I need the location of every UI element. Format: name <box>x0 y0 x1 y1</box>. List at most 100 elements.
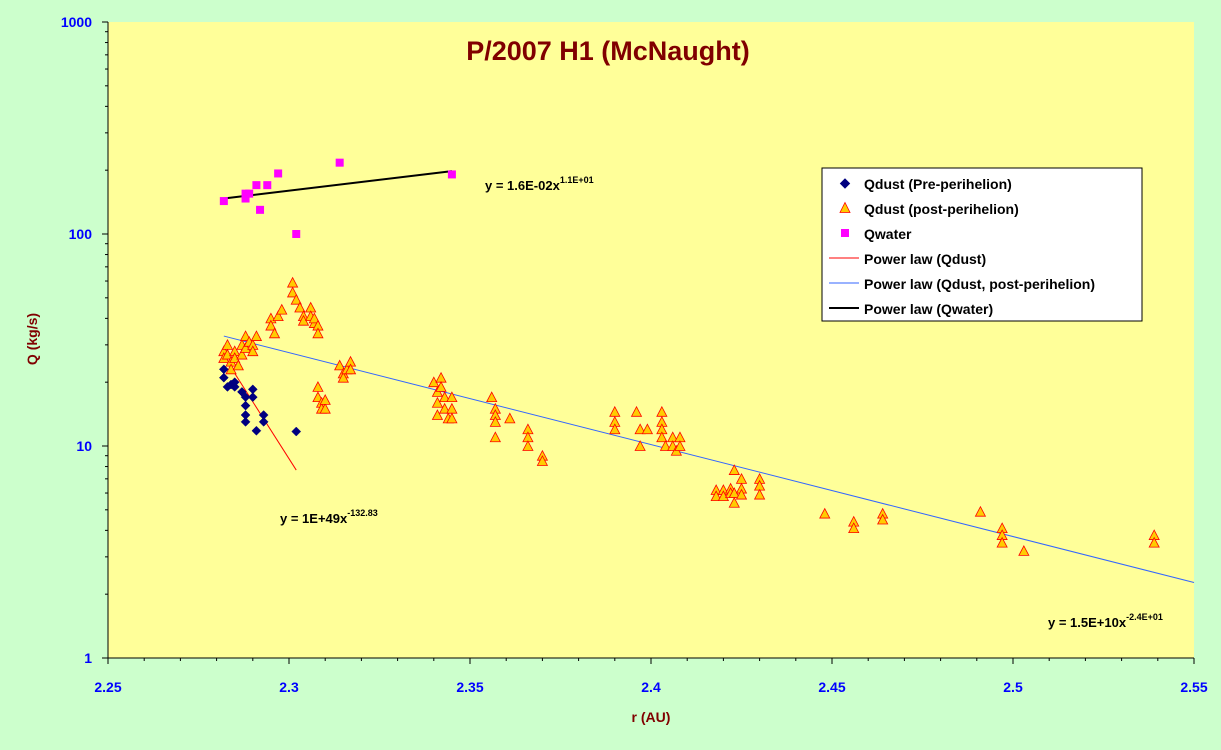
point-water <box>241 194 250 203</box>
y-tick-label: 10 <box>76 438 92 454</box>
legend-marker-post <box>839 201 851 213</box>
x-tick-label: 2.4 <box>641 679 661 695</box>
y-tick-label: 1 <box>84 650 92 666</box>
point-pre-perihelion <box>240 416 251 427</box>
point-water <box>292 230 301 238</box>
point-post-perihelion <box>634 423 646 435</box>
point-post-perihelion <box>735 488 748 500</box>
x-axis-label: r (AU) <box>632 709 671 725</box>
equation-dust-base: y = 1E+49x <box>280 511 348 526</box>
point-post-perihelion <box>659 440 672 451</box>
equation-water-base: y = 1.6E-02x <box>485 178 561 193</box>
point-water <box>274 169 283 178</box>
legend-label-fit-post: Power law (Qdust, post-perihelion) <box>864 276 1095 292</box>
point-post-perihelion <box>265 319 277 331</box>
x-tick-label: 2.25 <box>94 679 121 695</box>
point-post-perihelion <box>674 440 686 451</box>
fit-line-post-perihelion <box>223 335 1195 584</box>
point-water <box>447 170 456 179</box>
point-post-perihelion <box>877 513 889 525</box>
point-post-perihelion <box>536 455 549 466</box>
legend-box <box>821 167 1143 322</box>
point-pre-perihelion <box>258 416 269 427</box>
legend-label-fit-water: Power law (Qwater) <box>864 301 993 317</box>
equation-dust-exp: -132.83 <box>347 508 378 518</box>
x-tick-label: 2.5 <box>1003 679 1023 695</box>
fit-line-water <box>223 170 453 200</box>
point-pre-perihelion <box>251 425 262 436</box>
x-tick-label: 2.3 <box>279 679 299 695</box>
point-post-perihelion <box>250 330 263 341</box>
equation-post-exp: -2.4E+01 <box>1126 612 1163 622</box>
point-water <box>335 158 344 167</box>
point-post-perihelion <box>1148 536 1160 548</box>
point-post-perihelion <box>319 394 331 405</box>
point-pre-perihelion <box>218 372 229 383</box>
equation-water: y = 1.6E-02x1.1E+01 <box>485 175 594 193</box>
point-post-perihelion <box>522 440 534 451</box>
point-post-perihelion <box>710 490 722 502</box>
point-post-perihelion <box>239 342 252 353</box>
point-post-perihelion <box>819 507 831 519</box>
point-post-perihelion <box>753 488 766 500</box>
point-post-perihelion <box>489 415 502 427</box>
point-post-perihelion <box>268 327 281 339</box>
point-post-perihelion <box>236 348 248 360</box>
legend-label-water: Qwater <box>864 226 912 242</box>
point-post-perihelion <box>344 363 357 375</box>
legend-label-fit-dust: Power law (Qdust) <box>864 251 986 267</box>
point-water <box>245 189 254 198</box>
point-post-perihelion <box>996 536 1008 548</box>
point-post-perihelion <box>435 381 447 392</box>
point-water <box>263 181 272 190</box>
chart-title: P/2007 H1 (McNaught) <box>466 36 750 66</box>
point-post-perihelion <box>221 348 234 360</box>
point-post-perihelion <box>294 301 306 313</box>
x-tick-label: 2.45 <box>818 679 845 695</box>
point-post-perihelion <box>272 310 284 321</box>
fit-line-dust <box>223 356 297 471</box>
point-post-perihelion <box>308 312 321 324</box>
point-post-perihelion <box>717 490 730 502</box>
point-post-perihelion <box>276 303 288 315</box>
point-post-perihelion <box>438 391 451 403</box>
point-post-perihelion <box>504 412 516 424</box>
point-pre-perihelion <box>291 426 302 437</box>
point-post-perihelion <box>656 431 668 443</box>
point-post-perihelion <box>334 359 346 371</box>
y-tick-label: 100 <box>69 226 93 242</box>
point-post-perihelion <box>290 293 302 305</box>
point-post-perihelion <box>431 396 444 408</box>
point-post-perihelion <box>728 496 740 508</box>
point-post-perihelion <box>1018 545 1030 556</box>
point-post-perihelion <box>446 391 458 403</box>
y-axis-label: Q (kg/s) <box>24 313 40 365</box>
point-post-perihelion <box>446 412 458 424</box>
legend-marker-pre <box>839 178 851 189</box>
data-marks <box>218 158 1160 556</box>
point-water <box>256 205 265 214</box>
point-post-perihelion <box>641 423 654 435</box>
x-tick-label: 2.55 <box>1180 679 1207 695</box>
point-post-perihelion <box>728 464 740 475</box>
fit-lines <box>223 170 1195 584</box>
y-tick-label: 1000 <box>61 14 92 30</box>
point-post-perihelion <box>634 440 646 451</box>
point-water <box>252 181 261 190</box>
legend: Qdust (Pre-perihelion) Qdust (post-perih… <box>821 167 1143 322</box>
point-post-perihelion <box>247 345 259 357</box>
x-tick-label: 2.35 <box>456 679 483 695</box>
legend-label-post: Qdust (post-perihelion) <box>864 201 1019 217</box>
tick-labels: 2.25 2.3 2.35 2.4 2.45 2.5 2.55 1 10 100 1000 <box>61 14 1208 695</box>
point-post-perihelion <box>232 359 244 371</box>
legend-label-pre: Qdust (Pre-perihelion) <box>864 176 1012 192</box>
point-post-perihelion <box>337 371 349 383</box>
point-post-perihelion <box>319 402 331 414</box>
point-pre-perihelion <box>229 382 240 392</box>
equation-post: y = 1.5E+10x-2.4E+01 <box>1048 612 1163 630</box>
equation-post-base: y = 1.5E+10x <box>1048 615 1127 630</box>
point-post-perihelion <box>312 327 324 339</box>
point-post-perihelion <box>609 423 621 435</box>
point-post-perihelion <box>974 505 987 517</box>
